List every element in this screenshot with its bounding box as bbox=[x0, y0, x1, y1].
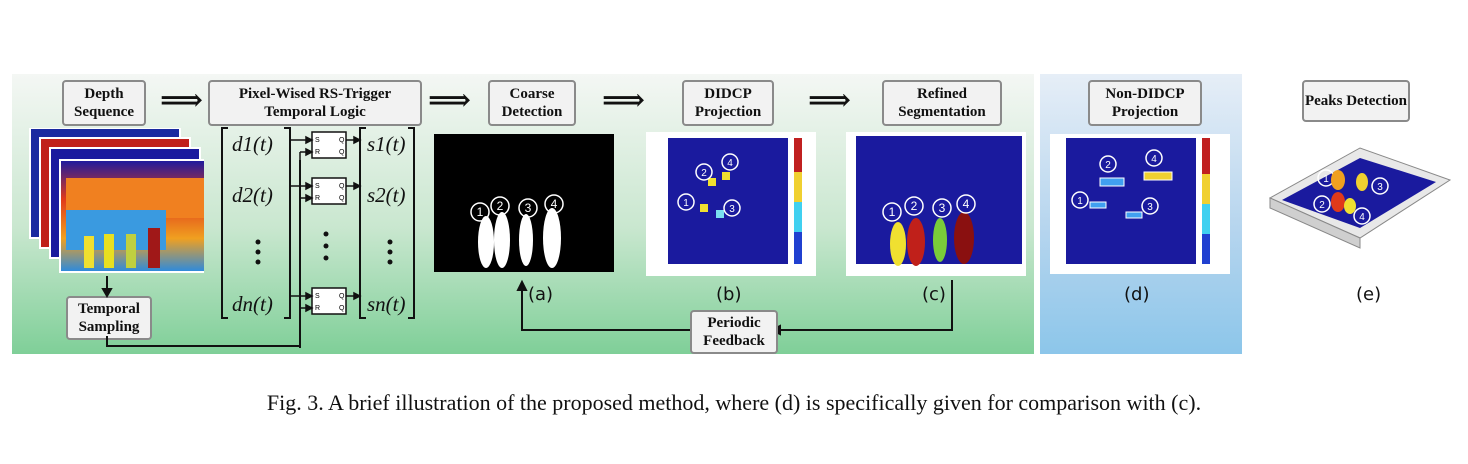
svg-text:R: R bbox=[315, 305, 320, 312]
dn-entry: dn(t) bbox=[232, 292, 273, 316]
svg-text:Q: Q bbox=[339, 149, 345, 156]
sublabel-a: (a) bbox=[528, 284, 554, 305]
svg-text:4: 4 bbox=[963, 197, 970, 211]
svg-text:2: 2 bbox=[1105, 160, 1111, 171]
svg-text:Q: Q bbox=[339, 137, 345, 144]
svg-text:S: S bbox=[315, 293, 320, 300]
svg-text:1: 1 bbox=[477, 205, 484, 219]
stage-arrow-4: ⟹ bbox=[808, 84, 852, 117]
svg-text:2: 2 bbox=[911, 199, 918, 213]
svg-text:S: S bbox=[315, 137, 320, 144]
svg-text:R: R bbox=[315, 149, 320, 156]
svg-text:Q: Q bbox=[339, 183, 345, 190]
figure-caption: Fig. 3. A brief illustration of the prop… bbox=[266, 390, 1202, 415]
svg-text:R: R bbox=[315, 195, 320, 202]
rs-trigger-label: Pixel-Wised RS-Trigger Temporal Logic bbox=[208, 80, 422, 126]
didcp-projection-image: 2 4 1 3 bbox=[646, 132, 816, 276]
stage-arrow-1: ⟹ bbox=[160, 84, 204, 117]
svg-text:4: 4 bbox=[551, 197, 558, 211]
non-didcp-projection-label: Non-DIDCP Projection bbox=[1088, 80, 1202, 126]
sublabel-b: (b) bbox=[716, 284, 742, 305]
coarse-detection-label: Coarse Detection bbox=[488, 80, 576, 126]
svg-text:3: 3 bbox=[729, 204, 735, 215]
svg-text:2: 2 bbox=[1319, 200, 1325, 211]
d2-entry: d2(t) bbox=[232, 183, 273, 207]
svg-text:3: 3 bbox=[525, 201, 532, 215]
svg-text:S: S bbox=[315, 183, 320, 190]
svg-text:Q: Q bbox=[339, 305, 345, 312]
svg-text:4: 4 bbox=[1151, 154, 1157, 165]
stage-arrow-2: ⟹ bbox=[428, 84, 472, 117]
svg-text:4: 4 bbox=[1359, 212, 1365, 223]
svg-text:1: 1 bbox=[683, 198, 689, 209]
non-didcp-projection-image: 2 4 1 3 bbox=[1050, 134, 1230, 274]
matrix-vdots bbox=[255, 239, 393, 265]
peaks-detection-label: Peaks Detection bbox=[1302, 80, 1410, 122]
refined-segmentation-label: Refined Segmentation bbox=[882, 80, 1002, 126]
depth-sequence-label: Depth Sequence bbox=[62, 80, 146, 126]
refined-segmentation-image: 1 2 3 4 bbox=[846, 132, 1026, 276]
svg-text:2: 2 bbox=[701, 168, 707, 179]
rs-trigger-logic: S Q R Q S Q R Q S Q R Q bbox=[221, 127, 415, 326]
peaks-detection-image: 1 3 2 4 bbox=[1268, 147, 1452, 249]
didcp-projection-label: DIDCP Projection bbox=[682, 80, 774, 126]
stage-arrow-3: ⟹ bbox=[602, 84, 646, 117]
svg-text:1: 1 bbox=[1077, 196, 1083, 207]
s2-entry: s2(t) bbox=[367, 183, 406, 207]
svg-text:Q: Q bbox=[339, 195, 345, 202]
s1-entry: s1(t) bbox=[367, 132, 406, 156]
svg-text:2: 2 bbox=[497, 199, 504, 213]
sublabel-c: (c) bbox=[922, 284, 946, 305]
sublabel-d: (d) bbox=[1124, 284, 1150, 305]
svg-text:Q: Q bbox=[339, 293, 345, 300]
sn-entry: sn(t) bbox=[367, 292, 406, 316]
periodic-feedback-label: Periodic Feedback bbox=[690, 310, 778, 354]
depth-sequence-frames bbox=[29, 128, 204, 273]
svg-text:1: 1 bbox=[889, 205, 896, 219]
svg-text:3: 3 bbox=[1377, 182, 1383, 193]
svg-text:3: 3 bbox=[1147, 202, 1153, 213]
temporal-sampling-label: Temporal Sampling bbox=[66, 296, 152, 340]
sublabel-e: (e) bbox=[1356, 284, 1382, 305]
d1-entry: d1(t) bbox=[232, 132, 273, 156]
svg-text:3: 3 bbox=[939, 201, 946, 215]
svg-text:1: 1 bbox=[1323, 174, 1329, 185]
svg-text:4: 4 bbox=[727, 158, 733, 169]
